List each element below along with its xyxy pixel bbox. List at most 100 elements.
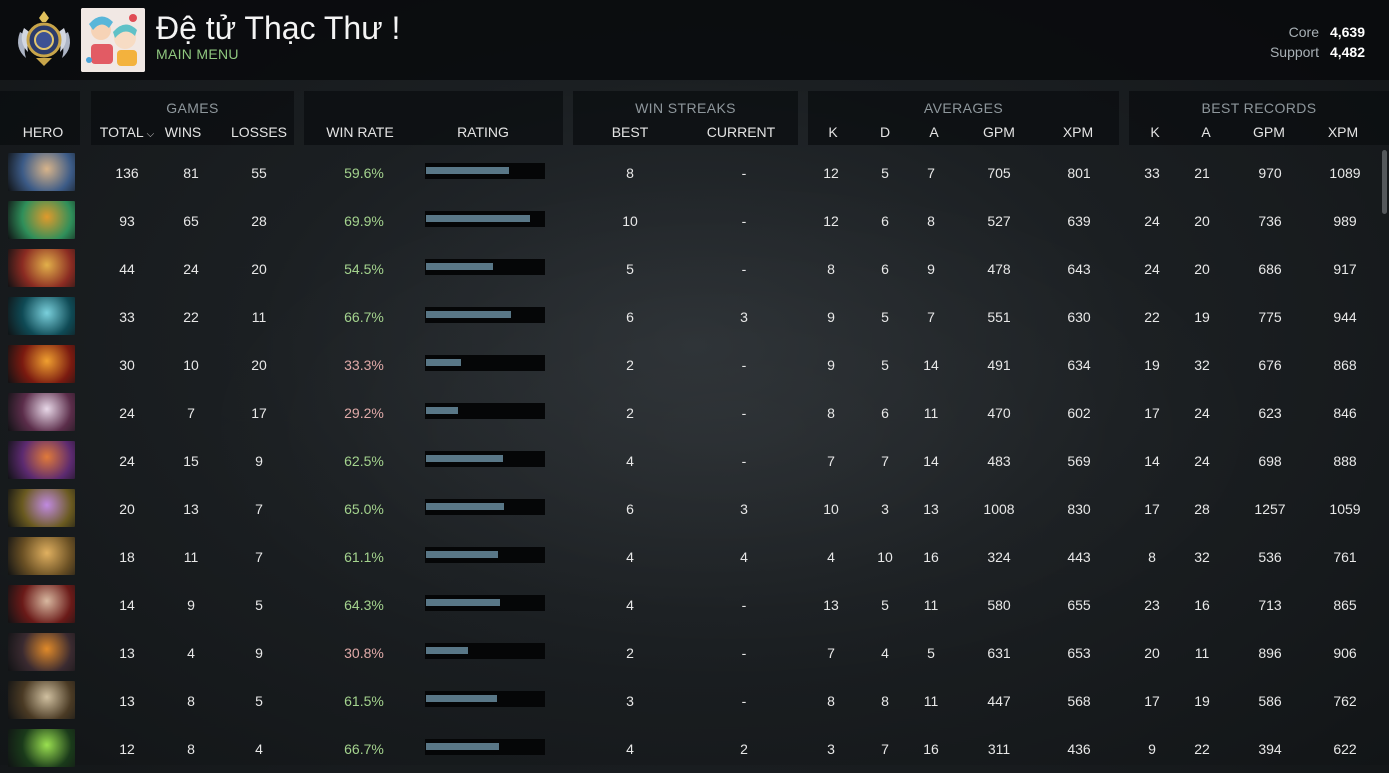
cell-best-a: 21 bbox=[1194, 165, 1210, 181]
col-head-best-streak[interactable]: BEST bbox=[611, 124, 649, 140]
rating-bar-fill bbox=[426, 551, 498, 558]
cell-best-a: 11 bbox=[1194, 645, 1210, 661]
cell-avg-d: 6 bbox=[881, 261, 889, 277]
meepo-icon[interactable] bbox=[8, 153, 75, 191]
cell-avg-xpm: 643 bbox=[1067, 261, 1091, 277]
cell-total: 44 bbox=[119, 261, 135, 277]
cell-best-xpm: 761 bbox=[1333, 549, 1357, 565]
cell-best-xpm: 944 bbox=[1333, 309, 1357, 325]
cell-current-streak: 4 bbox=[740, 549, 748, 565]
col-head-losses[interactable]: LOSSES bbox=[230, 124, 288, 140]
col-head-best-a[interactable]: A bbox=[1201, 124, 1211, 140]
col-head-best-k[interactable]: K bbox=[1150, 124, 1160, 140]
table-row[interactable]: 13 4 9 30.8% 2 - 7 4 5 631 653 20 11 896 906 bbox=[0, 629, 1389, 677]
col-head-avg-xpm[interactable]: XPM bbox=[1062, 124, 1094, 140]
table-row[interactable]: 33 22 11 66.7% 6 3 9 5 7 551 630 22 19 775 944 bbox=[0, 293, 1389, 341]
cell-wins: 24 bbox=[183, 261, 199, 277]
table-row[interactable]: 24 15 9 62.5% 4 - 7 7 14 483 569 14 24 698 888 bbox=[0, 437, 1389, 485]
cell-avg-k: 9 bbox=[827, 357, 835, 373]
cell-avg-k: 8 bbox=[827, 405, 835, 421]
rating-bar bbox=[425, 259, 545, 275]
cell-losses: 55 bbox=[251, 165, 267, 181]
rating-bar-fill bbox=[426, 647, 468, 654]
table-row[interactable]: 18 11 7 61.1% 4 4 4 10 16 324 443 8 32 536 761 bbox=[0, 533, 1389, 581]
cell-avg-gpm: 551 bbox=[987, 309, 1011, 325]
bloodseeker-icon[interactable] bbox=[8, 585, 75, 623]
table-row[interactable]: 44 24 20 54.5% 5 - 8 6 9 478 643 24 20 686 917 bbox=[0, 245, 1389, 293]
main-menu-link[interactable]: MAIN MENU bbox=[156, 46, 239, 62]
cell-best-a: 32 bbox=[1194, 549, 1210, 565]
col-head-best-gpm[interactable]: GPM bbox=[1253, 124, 1285, 140]
rating-bar-fill bbox=[426, 599, 500, 606]
table-row[interactable]: 136 81 55 59.6% 8 - 12 5 7 705 801 33 21 970 1089 bbox=[0, 149, 1389, 197]
cell-best-streak: 10 bbox=[622, 213, 638, 229]
profile-header: Đệ tử Thạc Thư ! MAIN MENU Core 4,639 Su… bbox=[0, 0, 1389, 80]
cell-losses: 9 bbox=[255, 453, 263, 469]
col-head-rating[interactable]: RATING bbox=[457, 124, 509, 140]
cell-best-xpm: 989 bbox=[1333, 213, 1357, 229]
table-row[interactable]: 20 13 7 65.0% 6 3 10 3 13 1008 830 17 28 1257 1059 bbox=[0, 485, 1389, 533]
col-head-avg-gpm[interactable]: GPM bbox=[983, 124, 1015, 140]
cell-losses: 7 bbox=[255, 501, 263, 517]
col-head-current-streak[interactable]: CURRENT bbox=[706, 124, 776, 140]
col-head-hero[interactable]: HERO bbox=[22, 124, 64, 140]
clockwerk-icon[interactable] bbox=[8, 537, 75, 575]
cell-current-streak: - bbox=[741, 405, 747, 421]
cell-avg-k: 7 bbox=[827, 453, 835, 469]
cell-total: 12 bbox=[119, 741, 135, 757]
cell-avg-k: 12 bbox=[823, 165, 839, 181]
table-row[interactable]: 30 10 20 33.3% 2 - 9 5 14 491 634 19 32 676 868 bbox=[0, 341, 1389, 389]
col-head-wins[interactable]: WINS bbox=[164, 124, 202, 140]
dark-willow-icon[interactable] bbox=[8, 441, 75, 479]
col-head-avg-a[interactable]: A bbox=[929, 124, 939, 140]
rating-bar-fill bbox=[426, 695, 497, 702]
cell-win-rate: 59.6% bbox=[344, 165, 384, 181]
cell-best-gpm: 676 bbox=[1258, 357, 1282, 373]
col-head-total[interactable]: TOTAL ⌵ bbox=[92, 124, 162, 140]
avatar-art-icon bbox=[81, 8, 145, 72]
alchemist-icon[interactable] bbox=[8, 489, 75, 527]
col-head-win-rate[interactable]: WIN RATE bbox=[326, 124, 394, 140]
cell-wins: 13 bbox=[183, 501, 199, 517]
ember-spirit-icon[interactable] bbox=[8, 345, 75, 383]
cell-total: 136 bbox=[115, 165, 139, 181]
col-head-best-xpm[interactable]: XPM bbox=[1327, 124, 1359, 140]
table-row[interactable]: 12 8 4 66.7% 4 2 3 7 16 311 436 9 22 394 622 bbox=[0, 725, 1389, 773]
col-head-avg-k[interactable]: K bbox=[828, 124, 838, 140]
tinker-icon[interactable] bbox=[8, 681, 75, 719]
phantom-assassin-icon[interactable] bbox=[8, 297, 75, 335]
player-avatar[interactable] bbox=[81, 8, 145, 72]
best-records-header-panel bbox=[1129, 91, 1389, 145]
cell-wins: 8 bbox=[187, 693, 195, 709]
cell-avg-a: 9 bbox=[927, 261, 935, 277]
col-head-avg-d[interactable]: D bbox=[879, 124, 891, 140]
cell-avg-d: 5 bbox=[881, 357, 889, 373]
table-row[interactable]: 93 65 28 69.9% 10 - 12 6 8 527 639 24 20 736 989 bbox=[0, 197, 1389, 245]
cell-avg-xpm: 639 bbox=[1067, 213, 1091, 229]
cell-current-streak: - bbox=[741, 213, 747, 229]
cell-best-xpm: 917 bbox=[1333, 261, 1357, 277]
cell-wins: 4 bbox=[187, 645, 195, 661]
cell-total: 30 bbox=[119, 357, 135, 373]
cell-losses: 4 bbox=[255, 741, 263, 757]
tidehunter-icon[interactable] bbox=[8, 201, 75, 239]
cell-best-streak: 4 bbox=[626, 549, 634, 565]
cell-best-k: 22 bbox=[1144, 309, 1160, 325]
table-row[interactable]: 24 7 17 29.2% 2 - 8 6 11 470 602 17 24 623 846 bbox=[0, 389, 1389, 437]
group-title-averages: AVERAGES bbox=[923, 100, 1004, 116]
dragon-knight-icon[interactable] bbox=[8, 249, 75, 287]
cell-best-xpm: 1089 bbox=[1329, 165, 1361, 181]
rating-bar bbox=[425, 307, 545, 323]
table-row[interactable]: 13 8 5 61.5% 3 - 8 8 11 447 568 17 19 586 762 bbox=[0, 677, 1389, 725]
invoker-icon[interactable] bbox=[8, 393, 75, 431]
table-row[interactable]: 14 9 5 64.3% 4 - 13 5 11 580 655 23 16 713 865 bbox=[0, 581, 1389, 629]
cell-best-streak: 2 bbox=[626, 645, 634, 661]
rating-bar-fill bbox=[426, 311, 511, 318]
sort-down-icon: ⌵ bbox=[146, 129, 155, 140]
table-scrollbar[interactable] bbox=[1382, 150, 1387, 214]
anti-mage-icon[interactable] bbox=[8, 633, 75, 671]
cell-avg-a: 7 bbox=[927, 165, 935, 181]
venomancer-icon[interactable] bbox=[8, 729, 75, 767]
cell-avg-a: 16 bbox=[923, 741, 939, 757]
cell-avg-gpm: 470 bbox=[987, 405, 1011, 421]
